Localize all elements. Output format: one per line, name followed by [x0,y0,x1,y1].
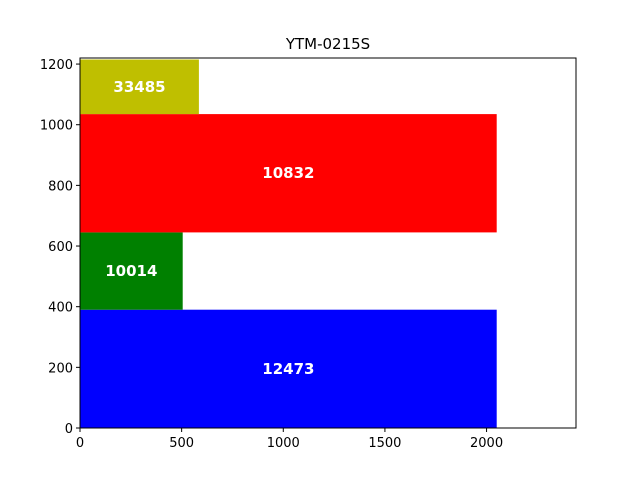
y-tick-label: 1200 [40,58,73,73]
y-tick-label: 1000 [40,119,73,134]
bar-rect-33485 [80,59,199,115]
bar-label-10832: 10832 [262,164,314,182]
x-axis: 0 500 1000 1500 2000 [76,428,503,451]
plot-frame [79,57,577,429]
x-tick-label: 1500 [368,436,401,451]
bar-rect-12473 [80,309,497,428]
chart-title: YTM-0215S [285,35,370,53]
y-axis: 0 200 400 600 800 1000 1200 [40,58,80,437]
x-tick-label: 2000 [470,436,503,451]
bar-label-12473: 12473 [262,360,314,378]
bar-label-10014: 10014 [105,262,157,280]
y-tick-label: 0 [65,422,73,437]
bar-rect-10832 [80,114,497,233]
y-tick-label: 400 [48,301,73,316]
rectangle-labels-layer: 12473 10014 10832 33485 [105,78,314,378]
bar-label-33485: 33485 [113,78,165,96]
y-tick-label: 600 [48,240,73,255]
x-tick-label: 500 [169,436,194,451]
y-tick-label: 200 [48,361,73,376]
x-tick-label: 1000 [267,436,300,451]
y-tick-label: 800 [48,179,73,194]
bar-rect-10014 [80,232,183,310]
x-tick-label: 0 [76,436,84,451]
rectangles-layer [80,59,497,428]
